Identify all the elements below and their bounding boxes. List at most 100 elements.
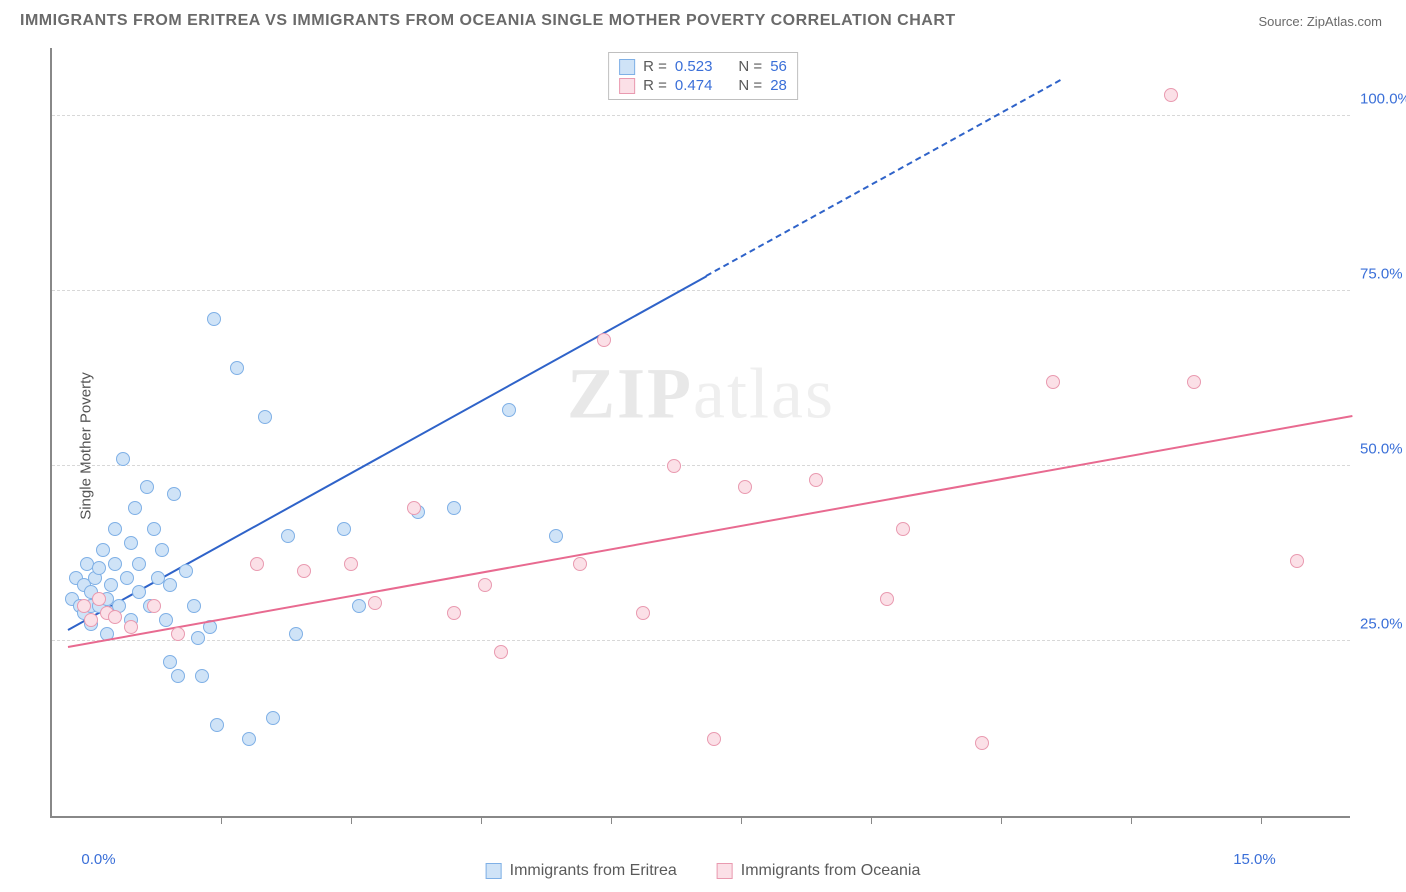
legend-item: Immigrants from Oceania: [717, 862, 921, 880]
y-tick-label: 25.0%: [1360, 616, 1406, 633]
legend-swatch: [619, 59, 635, 75]
data-point: [738, 480, 752, 494]
x-tick-label: 15.0%: [1233, 851, 1276, 868]
data-point: [104, 578, 118, 592]
data-point: [171, 669, 185, 683]
data-point: [1290, 554, 1304, 568]
data-point: [124, 620, 138, 634]
data-point: [975, 736, 989, 750]
x-tick-label: 0.0%: [81, 851, 115, 868]
gridline: [52, 465, 1350, 466]
x-tick: [741, 816, 742, 824]
x-tick: [1001, 816, 1002, 824]
data-point: [809, 473, 823, 487]
data-point: [195, 669, 209, 683]
data-point: [108, 522, 122, 536]
data-point: [281, 529, 295, 543]
legend-stat-row: R =0.474N =28: [619, 76, 787, 95]
data-point: [1187, 375, 1201, 389]
n-label: N =: [738, 58, 762, 75]
legend-label: Immigrants from Oceania: [741, 862, 921, 880]
x-tick: [611, 816, 612, 824]
data-point: [289, 627, 303, 641]
data-point: [171, 627, 185, 641]
data-point: [140, 480, 154, 494]
data-point: [84, 613, 98, 627]
data-point: [344, 557, 358, 571]
data-point: [707, 732, 721, 746]
data-point: [297, 564, 311, 578]
watermark-thin: atlas: [693, 353, 835, 433]
watermark: ZIPatlas: [567, 352, 835, 435]
legend-swatch: [717, 863, 733, 879]
data-point: [368, 596, 382, 610]
r-label: R =: [643, 77, 667, 94]
x-tick: [221, 816, 222, 824]
x-tick: [1261, 816, 1262, 824]
data-point: [502, 403, 516, 417]
r-label: R =: [643, 58, 667, 75]
data-point: [132, 557, 146, 571]
data-point: [258, 410, 272, 424]
gridline: [52, 640, 1350, 641]
data-point: [96, 543, 110, 557]
data-point: [92, 592, 106, 606]
data-point: [478, 578, 492, 592]
data-point: [187, 599, 201, 613]
trend-line: [68, 415, 1353, 648]
y-tick-label: 100.0%: [1360, 91, 1406, 108]
n-value: 56: [770, 58, 787, 75]
y-tick-label: 50.0%: [1360, 441, 1406, 458]
r-value: 0.523: [675, 58, 713, 75]
data-point: [636, 606, 650, 620]
data-point: [120, 571, 134, 585]
data-point: [108, 610, 122, 624]
data-point: [163, 655, 177, 669]
chart-title: IMMIGRANTS FROM ERITREA VS IMMIGRANTS FR…: [20, 12, 956, 30]
data-point: [108, 557, 122, 571]
data-point: [250, 557, 264, 571]
data-point: [407, 501, 421, 515]
data-point: [147, 599, 161, 613]
gridline: [52, 115, 1350, 116]
legend-item: Immigrants from Eritrea: [486, 862, 677, 880]
watermark-bold: ZIP: [567, 353, 693, 433]
data-point: [337, 522, 351, 536]
legend-swatch: [619, 78, 635, 94]
data-point: [116, 452, 130, 466]
data-point: [132, 585, 146, 599]
data-point: [597, 333, 611, 347]
data-point: [1046, 375, 1060, 389]
data-point: [128, 501, 142, 515]
data-point: [210, 718, 224, 732]
data-point: [1164, 88, 1178, 102]
n-value: 28: [770, 77, 787, 94]
legend-label: Immigrants from Eritrea: [510, 862, 677, 880]
x-tick: [871, 816, 872, 824]
plot-area: ZIPatlas 25.0%50.0%75.0%100.0%0.0%15.0%: [50, 48, 1350, 818]
data-point: [147, 522, 161, 536]
legend-series: Immigrants from Eritrea Immigrants from O…: [486, 862, 921, 880]
data-point: [667, 459, 681, 473]
data-point: [352, 599, 366, 613]
y-tick-label: 75.0%: [1360, 266, 1406, 283]
data-point: [179, 564, 193, 578]
trend-line: [705, 79, 1061, 277]
data-point: [549, 529, 563, 543]
n-label: N =: [738, 77, 762, 94]
data-point: [191, 631, 205, 645]
data-point: [230, 361, 244, 375]
data-point: [163, 578, 177, 592]
data-point: [447, 606, 461, 620]
legend-stat-row: R = 0.523 N = 56: [619, 57, 787, 76]
data-point: [167, 487, 181, 501]
x-tick: [1131, 816, 1132, 824]
data-point: [573, 557, 587, 571]
x-tick: [351, 816, 352, 824]
data-point: [77, 599, 91, 613]
data-point: [447, 501, 461, 515]
source-label: Source: ZipAtlas.com: [1258, 14, 1382, 29]
data-point: [92, 561, 106, 575]
data-point: [896, 522, 910, 536]
data-point: [880, 592, 894, 606]
